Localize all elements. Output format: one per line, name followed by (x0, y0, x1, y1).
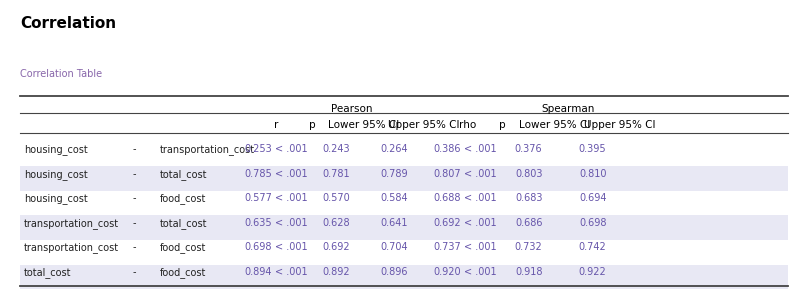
Text: 0.918: 0.918 (515, 267, 542, 277)
Text: 0.807: 0.807 (433, 169, 461, 178)
Text: < .001: < .001 (275, 193, 308, 203)
Text: total_cost: total_cost (160, 169, 207, 179)
Text: 0.386: 0.386 (434, 144, 461, 154)
Text: 0.683: 0.683 (515, 193, 542, 203)
Text: 0.395: 0.395 (578, 144, 606, 154)
Text: housing_cost: housing_cost (24, 144, 88, 155)
Text: 0.922: 0.922 (578, 267, 606, 277)
Text: 0.570: 0.570 (322, 193, 350, 203)
Text: 0.789: 0.789 (380, 169, 408, 178)
Text: Pearson: Pearson (331, 103, 373, 113)
Text: -: - (133, 193, 136, 203)
Text: < .001: < .001 (464, 218, 497, 228)
Text: Correlation: Correlation (20, 16, 116, 32)
Text: r: r (274, 120, 278, 130)
Text: -: - (133, 169, 136, 178)
Text: 0.896: 0.896 (381, 267, 408, 277)
Text: 0.694: 0.694 (579, 193, 606, 203)
Text: < .001: < .001 (464, 169, 497, 178)
Text: 0.785: 0.785 (244, 169, 272, 178)
Text: 0.737: 0.737 (433, 242, 461, 252)
Text: < .001: < .001 (275, 144, 308, 154)
Text: -: - (133, 267, 136, 277)
Text: < .001: < .001 (275, 242, 308, 252)
Text: -: - (133, 218, 136, 228)
Text: < .001: < .001 (275, 218, 308, 228)
Text: -: - (133, 242, 136, 252)
Text: Spearman: Spearman (542, 103, 594, 113)
Text: 0.698: 0.698 (579, 218, 606, 228)
Text: 0.641: 0.641 (381, 218, 408, 228)
Text: p: p (499, 120, 506, 130)
Text: < .001: < .001 (464, 242, 497, 252)
Text: < .001: < .001 (275, 169, 308, 178)
Text: 0.264: 0.264 (380, 144, 408, 154)
Text: transportation_cost: transportation_cost (160, 144, 255, 155)
Text: 0.781: 0.781 (322, 169, 350, 178)
Text: Upper 95% CI: Upper 95% CI (388, 120, 460, 130)
Text: total_cost: total_cost (24, 267, 71, 278)
Text: Lower 95% CI: Lower 95% CI (328, 120, 400, 130)
Text: transportation_cost: transportation_cost (24, 242, 119, 253)
Text: rho: rho (458, 120, 476, 130)
Text: < .001: < .001 (464, 144, 497, 154)
Text: housing_cost: housing_cost (24, 169, 88, 179)
Text: total_cost: total_cost (160, 218, 207, 229)
Text: food_cost: food_cost (160, 242, 206, 253)
Text: 0.892: 0.892 (322, 267, 350, 277)
Text: 0.688: 0.688 (434, 193, 461, 203)
Text: 0.628: 0.628 (322, 218, 350, 228)
Text: 0.920: 0.920 (433, 267, 461, 277)
Text: < .001: < .001 (464, 193, 497, 203)
Text: 0.376: 0.376 (514, 144, 542, 154)
Text: Upper 95% CI: Upper 95% CI (584, 120, 656, 130)
Text: transportation_cost: transportation_cost (24, 218, 119, 229)
Text: Lower 95% CI: Lower 95% CI (518, 120, 590, 130)
Text: food_cost: food_cost (160, 267, 206, 278)
Text: p: p (309, 120, 315, 130)
Text: 0.894: 0.894 (245, 267, 272, 277)
Text: 0.577: 0.577 (244, 193, 272, 203)
Text: housing_cost: housing_cost (24, 193, 88, 204)
Text: 0.732: 0.732 (514, 242, 542, 252)
Text: 0.692: 0.692 (433, 218, 461, 228)
Text: 0.635: 0.635 (244, 218, 272, 228)
Text: 0.742: 0.742 (578, 242, 606, 252)
Text: Correlation Table: Correlation Table (20, 69, 102, 79)
Text: food_cost: food_cost (160, 193, 206, 204)
Text: < .001: < .001 (275, 267, 308, 277)
Text: 0.810: 0.810 (579, 169, 606, 178)
Text: 0.686: 0.686 (515, 218, 542, 228)
Text: 0.698: 0.698 (245, 242, 272, 252)
Text: < .001: < .001 (464, 267, 497, 277)
Text: -: - (133, 144, 136, 154)
Text: 0.692: 0.692 (322, 242, 350, 252)
Text: 0.704: 0.704 (380, 242, 408, 252)
Text: 0.584: 0.584 (380, 193, 408, 203)
Text: 0.253: 0.253 (244, 144, 272, 154)
Text: 0.243: 0.243 (322, 144, 350, 154)
Text: 0.803: 0.803 (515, 169, 542, 178)
